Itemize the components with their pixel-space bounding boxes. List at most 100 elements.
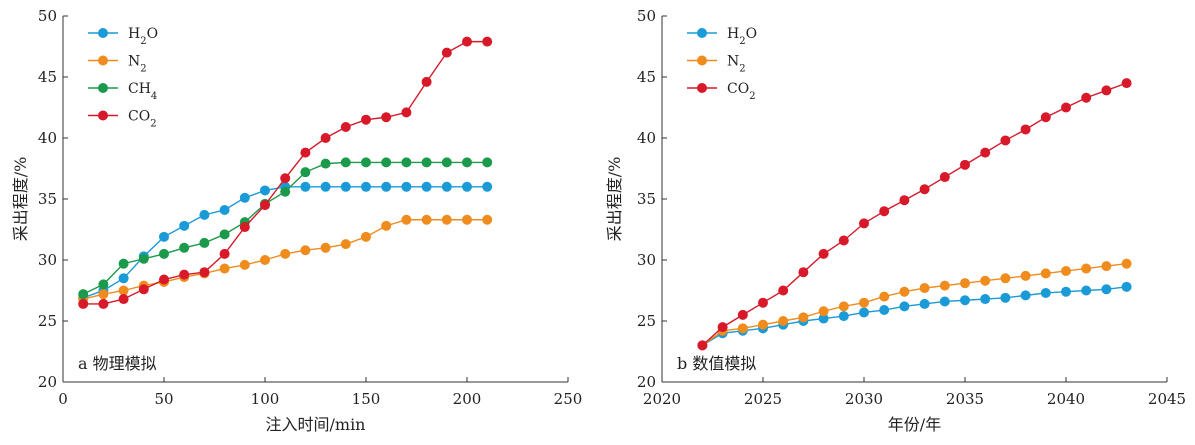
data-point xyxy=(482,36,493,47)
data-point xyxy=(1000,273,1011,284)
data-point xyxy=(859,307,869,318)
data-point xyxy=(340,122,351,133)
y-tick-label: 40 xyxy=(637,129,656,147)
data-point xyxy=(401,157,412,168)
data-point xyxy=(300,147,311,158)
data-point xyxy=(1081,92,1092,103)
series-line xyxy=(701,262,1127,346)
y-tick-label: 25 xyxy=(637,312,656,330)
data-point xyxy=(1040,112,1051,123)
data-point xyxy=(159,231,169,242)
data-point xyxy=(280,186,291,197)
data-point xyxy=(1020,124,1031,135)
data-point xyxy=(1020,270,1031,281)
x-tick-label: 2025 xyxy=(744,390,782,408)
data-point xyxy=(219,263,230,274)
data-point xyxy=(1061,286,1071,297)
data-point xyxy=(717,322,728,333)
y-tick-label: 30 xyxy=(637,251,656,269)
data-point xyxy=(159,248,169,259)
x-tick-label: 2030 xyxy=(845,390,883,408)
data-point xyxy=(421,76,432,87)
data-point xyxy=(1101,284,1112,295)
data-point xyxy=(899,301,910,312)
data-point xyxy=(381,220,392,231)
data-point xyxy=(960,159,970,170)
data-point xyxy=(462,214,472,225)
data-point xyxy=(482,157,493,168)
x-tick-label: 150 xyxy=(352,390,381,408)
data-point xyxy=(361,114,371,125)
legend: H2O N2 CH4 CO2 xyxy=(88,26,158,129)
legend-marker xyxy=(98,110,108,121)
data-point xyxy=(778,316,789,326)
data-point xyxy=(118,285,129,296)
legend: H2O N2 CO2 xyxy=(687,26,757,102)
y-tick-label: 45 xyxy=(38,68,57,86)
data-point xyxy=(179,269,190,280)
data-point xyxy=(1101,85,1112,96)
data-point xyxy=(300,181,311,192)
data-point xyxy=(340,239,351,250)
legend-marker xyxy=(98,55,108,66)
y-tick-label: 35 xyxy=(637,190,656,208)
data-point xyxy=(441,157,452,168)
x-tick-label: 2045 xyxy=(1148,390,1186,408)
data-point xyxy=(199,209,210,220)
legend-label: H2O xyxy=(727,26,757,47)
legend-label: CO2 xyxy=(727,81,756,102)
data-point xyxy=(462,36,472,47)
data-point xyxy=(98,298,109,309)
data-point xyxy=(239,259,250,270)
y-tick-label: 20 xyxy=(637,373,656,391)
data-point xyxy=(260,200,270,211)
data-point xyxy=(199,267,210,278)
data-point xyxy=(818,248,829,259)
data-point xyxy=(441,181,452,192)
data-point xyxy=(1081,263,1092,274)
data-point xyxy=(138,253,149,264)
data-point xyxy=(919,283,930,294)
data-point xyxy=(138,284,149,295)
data-point xyxy=(939,280,950,291)
legend-marker xyxy=(98,28,108,38)
data-point xyxy=(939,296,950,307)
data-point xyxy=(78,289,89,300)
data-point xyxy=(118,258,129,269)
data-point xyxy=(939,172,950,183)
series-co2 xyxy=(78,36,493,309)
data-point xyxy=(960,278,970,289)
data-point xyxy=(401,214,412,225)
data-point xyxy=(737,323,748,334)
x-tick-label: 50 xyxy=(154,390,173,408)
legend-label: CO2 xyxy=(128,109,157,130)
data-point xyxy=(159,274,169,285)
data-point xyxy=(260,255,270,265)
data-point xyxy=(260,185,270,196)
x-tick-label: 2020 xyxy=(643,390,681,408)
data-point xyxy=(1000,135,1011,146)
y-tick-label: 50 xyxy=(637,7,656,25)
data-point xyxy=(482,214,493,225)
data-point xyxy=(1040,287,1051,298)
series-n2 xyxy=(78,214,493,305)
data-point xyxy=(381,181,392,192)
data-point xyxy=(361,157,371,168)
x-tick-label: 250 xyxy=(554,390,583,408)
data-point xyxy=(219,229,230,240)
y-axis-label: 采出程度/% xyxy=(605,157,624,242)
data-point xyxy=(980,294,991,305)
data-point xyxy=(118,294,129,305)
x-tick-label: 2035 xyxy=(946,390,984,408)
data-point xyxy=(421,157,432,168)
y-tick-label: 30 xyxy=(38,251,57,269)
data-point xyxy=(441,47,452,58)
series-line xyxy=(702,286,1127,346)
data-point xyxy=(838,301,849,312)
data-point xyxy=(179,220,190,231)
data-point xyxy=(1101,261,1112,272)
data-point xyxy=(778,285,789,296)
data-point xyxy=(118,273,129,284)
data-point xyxy=(482,181,493,192)
data-point xyxy=(179,242,190,253)
